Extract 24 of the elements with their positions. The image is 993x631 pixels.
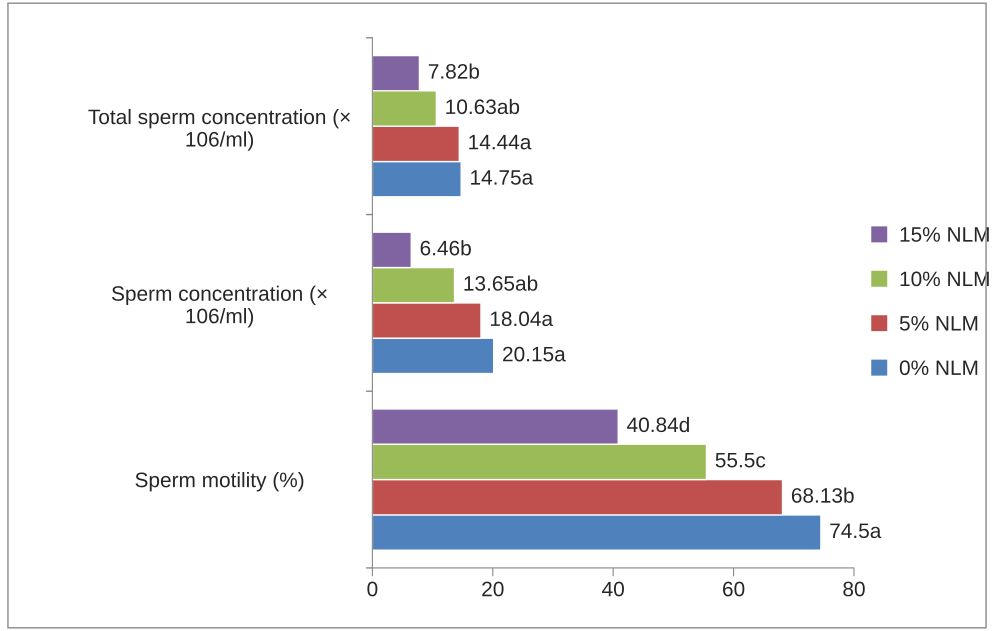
data-label: 68.13b	[792, 488, 854, 503]
data-label: 18.04a	[490, 311, 554, 326]
legend-label: 15% NLM	[900, 227, 989, 242]
legend-label: 0% NLM	[900, 360, 978, 376]
data-label: 14.44a	[469, 134, 532, 150]
data-label: 7.82b	[428, 63, 480, 79]
data-label: 14.75a	[471, 170, 534, 185]
legend-label: 5% NLM	[900, 316, 978, 331]
x-tick-label: 40	[602, 582, 624, 596]
x-tick-label: 0	[367, 582, 378, 596]
x-tick-label: 60	[723, 582, 744, 596]
data-label: 10.63ab	[446, 98, 520, 114]
data-label: 6.46b	[420, 240, 471, 256]
y-tick-label: Sperm concentration (× 106/ml)	[112, 286, 327, 328]
x-tick-label: 20	[482, 582, 504, 596]
data-label: 55.5c	[716, 452, 766, 468]
y-tick-label: Sperm motility (%)	[135, 472, 304, 492]
x-tick-label: 80	[843, 582, 865, 596]
data-label: 20.15a	[503, 346, 566, 362]
data-label: 74.5a	[830, 524, 882, 538]
data-label: 40.84d	[627, 416, 689, 432]
legend-label: 10% NLM	[900, 272, 989, 286]
y-tick-label: Total sperm concentration (× 106/ml)	[88, 108, 350, 151]
data-label: 13.65ab	[464, 276, 538, 291]
